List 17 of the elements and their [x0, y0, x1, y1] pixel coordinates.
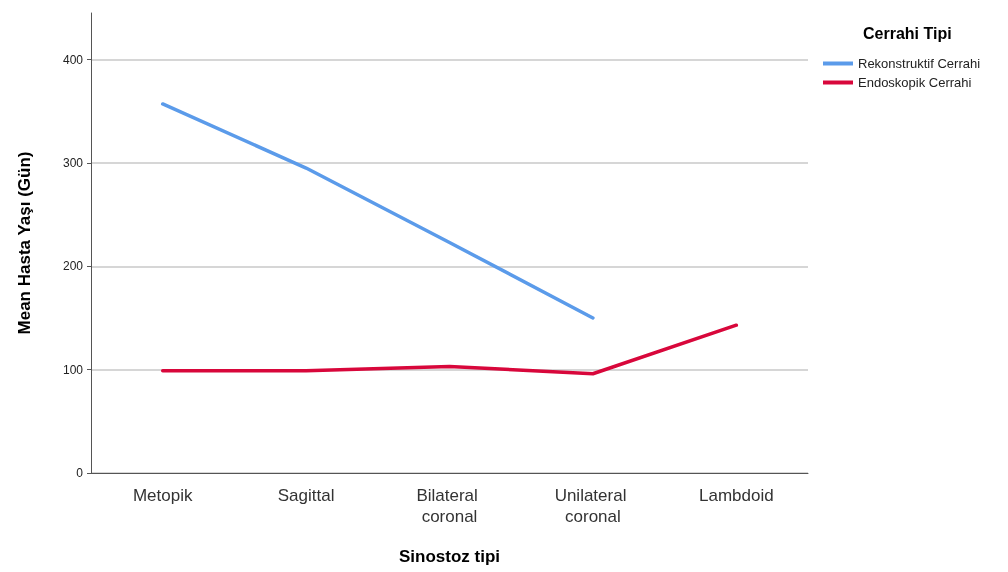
y-tick-label: 400: [62, 52, 84, 67]
line-series: [160, 102, 595, 320]
legend-label: Rekonstruktif Cerrahi: [858, 56, 981, 71]
y-tick-label: 100: [62, 362, 84, 377]
x-tick-label: Metopik: [132, 486, 193, 505]
x-tick-label: Bilateral coronal: [416, 486, 483, 526]
y-axis-title: Mean Hasta Yaşı (Gün): [15, 151, 34, 335]
y-tick-label: 200: [62, 259, 84, 274]
y-tick-label: 0: [76, 466, 84, 480]
legend-label: Endoskopik Cerrahi: [858, 75, 972, 90]
x-tick-label: Lambdoid: [698, 486, 774, 505]
legend-title: Cerrahi Tipi: [863, 24, 952, 42]
x-tick-label: Unilateral coronal: [554, 486, 632, 526]
x-axis-title: Sinostoz tipi: [398, 547, 501, 566]
x-tick-label: Sagittal: [277, 486, 335, 505]
y-tick-label: 300: [62, 155, 84, 170]
line-series: [160, 323, 739, 376]
